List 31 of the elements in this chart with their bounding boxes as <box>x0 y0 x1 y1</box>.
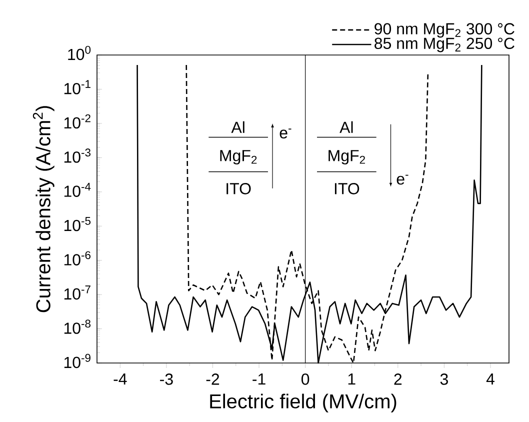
x-tick-label: -1 <box>252 374 266 385</box>
annotation: ITO <box>334 183 360 194</box>
x-tick-label: 3 <box>440 374 448 385</box>
annotation: Al <box>340 121 353 133</box>
x-tick-label: -4 <box>114 374 127 385</box>
y-tick-label: 10$^{-1}$ <box>64 80 90 94</box>
y-tick-label: 10$^{-9}$ <box>64 354 90 368</box>
y-tick-label: 10$^{-7}$ <box>64 286 90 300</box>
y-tick-label: 10$^{-4}$ <box>64 182 91 197</box>
annotation: MgF$_{2}$ <box>328 150 365 164</box>
y-tick-label: 10$^{-5}$ <box>64 217 91 232</box>
x-axis-title: Electric field (MV/cm) <box>210 394 396 412</box>
x-tick-label: -3 <box>160 374 173 385</box>
annotation: e$^{-}$ <box>280 128 292 138</box>
y-tick-label: 10$^{-6}$ <box>64 251 90 266</box>
y-axis-title: Current density (A/cm$^{2}$) <box>32 106 54 312</box>
y-tick-label: 10$^{-3}$ <box>64 148 90 163</box>
annotation: e$^{-}$ <box>396 174 408 185</box>
annotation: MgF$_{2}$ <box>220 150 257 164</box>
x-tick-label: 1 <box>348 374 356 385</box>
y-tick-label: 10$^{-2}$ <box>64 114 90 129</box>
y-tick-label: 10$^{0}$ <box>68 46 91 60</box>
x-tick-label: 4 <box>486 374 494 385</box>
x-tick-label: -2 <box>206 374 220 385</box>
x-tick-label: 0 <box>301 374 310 385</box>
y-tick-label: 10$^{-8}$ <box>64 320 90 334</box>
annotation: Al <box>231 121 244 133</box>
x-tick-label: 2 <box>394 374 402 385</box>
annotation: ITO <box>226 183 251 194</box>
legend-label: 85 nm MgF$_{2}$ 250 °C <box>374 38 514 52</box>
legend-label: 90 nm MgF$_{2}$ 300 °C <box>374 23 514 38</box>
